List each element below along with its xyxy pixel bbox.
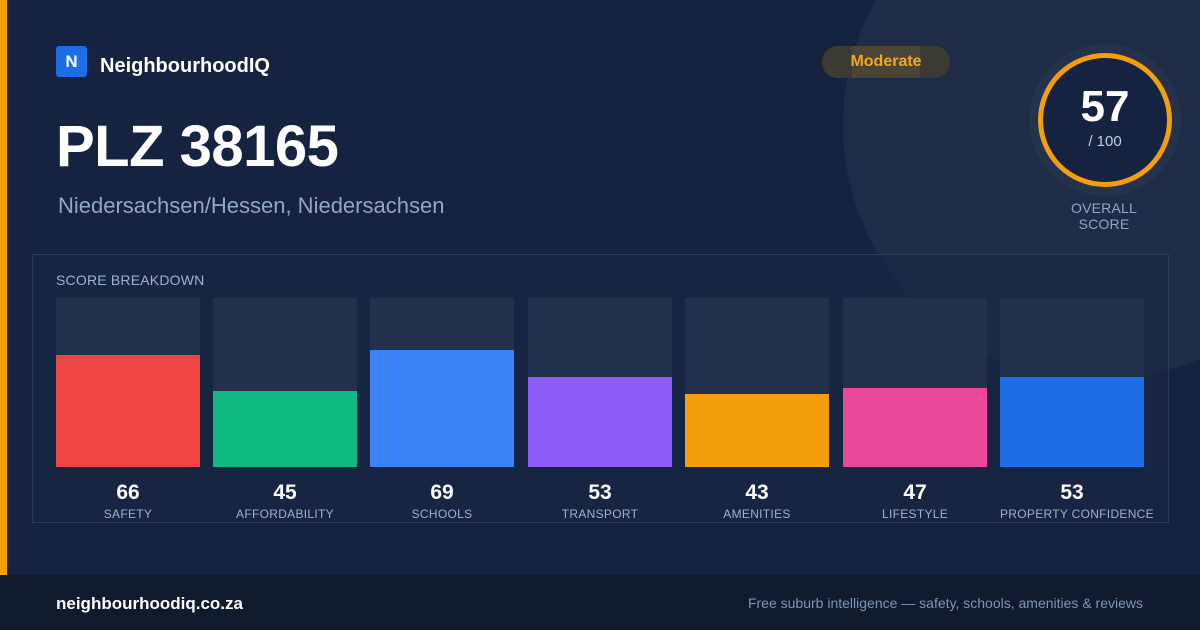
bar-column: 66 SAFETY <box>56 298 200 521</box>
bar-value: 45 <box>273 481 297 504</box>
footer-url-link[interactable]: neighbourhoodiq.co.za <box>56 594 243 613</box>
bar-track <box>843 298 987 467</box>
bar-column: 69 SCHOOLS <box>370 298 514 521</box>
bar-value: 66 <box>116 481 140 504</box>
breakdown-title: SCORE BREAKDOWN <box>56 272 205 288</box>
bar-label: TRANSPORT <box>561 507 639 521</box>
bar-column: 45 AFFORDABILITY <box>213 298 357 521</box>
bar-fill <box>843 388 987 467</box>
brand-name: NeighbourhoodIQ <box>100 55 270 77</box>
bar-value: 69 <box>430 481 454 504</box>
bar-value: 53 <box>588 481 612 504</box>
footer-tagline: Free suburb intelligence — safety, schoo… <box>747 595 1143 611</box>
bar-column: 53 TRANSPORT <box>528 298 672 521</box>
bar-track <box>528 298 672 467</box>
rating-badge: Moderate <box>822 46 950 78</box>
bar-fill <box>1000 377 1144 467</box>
bar-fill <box>56 355 200 467</box>
bar-track <box>56 298 200 467</box>
bar-label: SCHOOLS <box>411 507 473 521</box>
bar-column: 47 LIFESTYLE <box>843 298 987 521</box>
bar-label: SAFETY <box>103 507 153 521</box>
score-ring-arc <box>1038 53 1172 187</box>
bar-track <box>370 298 514 467</box>
bar-label: PROPERTY CONFIDENCE <box>1000 507 1154 521</box>
bar-fill <box>685 394 829 467</box>
bar-column: 53 PROPERTY CONFIDENCE <box>1000 298 1154 521</box>
bar-track <box>1000 298 1144 467</box>
rating-badge-label: Moderate <box>850 53 922 70</box>
page-title: PLZ 38165 <box>56 114 339 179</box>
bar-fill <box>213 391 357 467</box>
brand[interactable]: N NeighbourhoodIQ <box>56 46 270 77</box>
score-breakdown-panel: SCORE BREAKDOWN 66 SAFETY 45 AFFORDABILITY 6… <box>32 254 1169 523</box>
bar-column: 43 AMENITIES <box>685 298 829 521</box>
bar-fill <box>370 350 514 467</box>
overall-score-ring <box>1029 44 1181 196</box>
overall-score-max: / 100 <box>1088 133 1122 150</box>
bar-label: LIFESTYLE <box>881 507 949 521</box>
bar-value: 43 <box>745 481 769 504</box>
bar-label: AFFORDABILITY <box>236 507 334 521</box>
bar-track <box>685 298 829 467</box>
footer: neighbourhoodiq.co.za Free suburb intell… <box>0 575 1200 630</box>
location-subtitle: Niedersachsen/Hessen, Niedersachsen <box>58 193 445 218</box>
bar-track <box>213 298 357 467</box>
brand-logo-icon: N <box>56 46 87 77</box>
bar-value: 47 <box>903 481 927 504</box>
accent-strip <box>0 0 7 575</box>
bar-value: 53 <box>1060 481 1084 504</box>
bar-fill <box>528 377 672 467</box>
overall-score-value: 57 <box>1080 82 1130 131</box>
overall-score-label: OVERALL SCORE <box>1071 200 1137 232</box>
bar-label: AMENITIES <box>723 507 791 521</box>
